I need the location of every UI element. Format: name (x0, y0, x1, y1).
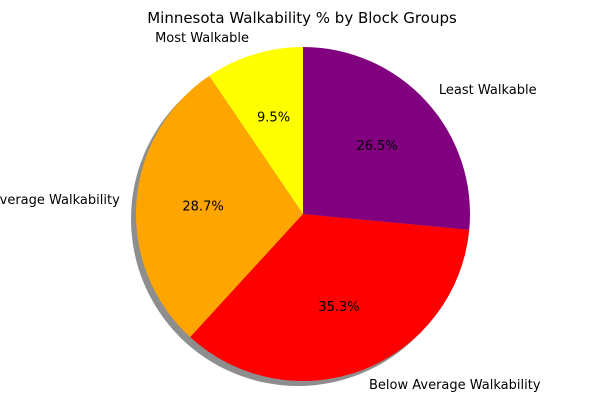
slice-label-below-average-walkability: Below Average Walkability (369, 378, 541, 393)
chart-title: Minnesota Walkability % by Block Groups (147, 9, 457, 27)
pie-slice-least-walkable (303, 47, 471, 230)
slice-percent-most-walkable: 9.5% (257, 111, 290, 126)
slice-percent-below-average-walkability: 35.3% (318, 300, 359, 315)
pie-labels: Most Walkable 9.5% Above Average Walkabili… (0, 31, 541, 393)
pie-slice-most-walkable (209, 47, 303, 214)
slice-percent-least-walkable: 26.5% (356, 139, 397, 154)
pie-slices (135, 47, 471, 382)
slice-label-least-walkable: Least Walkable (439, 83, 537, 98)
slice-label-most-walkable: Most Walkable (155, 31, 249, 46)
pie-slice-above-average-walkability (135, 75, 303, 338)
slice-label-above-average-walkability: Above Average Walkability (0, 193, 120, 208)
slice-percent-above-average-walkability: 28.7% (182, 199, 223, 214)
pie-slice-below-average-walkability (190, 214, 470, 382)
